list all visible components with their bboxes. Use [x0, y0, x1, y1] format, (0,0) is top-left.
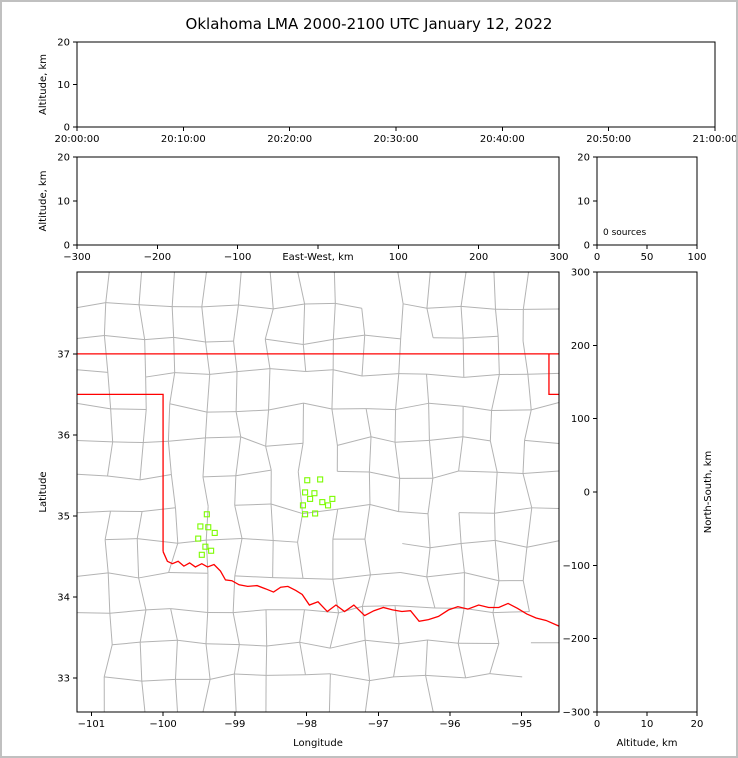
lma-source — [208, 547, 215, 554]
tick-label: 100 — [687, 252, 706, 263]
lma-source — [307, 495, 314, 502]
axis-label-y: North-South, km — [703, 451, 714, 534]
lma-source — [319, 499, 326, 506]
lma-source — [312, 510, 319, 517]
lma-source — [198, 551, 205, 558]
lma-source — [203, 511, 210, 518]
tick-label: 200 — [469, 252, 488, 263]
axis-label-x: Altitude, km — [617, 738, 678, 749]
tick-label: 36 — [57, 430, 70, 441]
tick-label: 34 — [57, 592, 70, 603]
tick-label: 20:50:00 — [586, 134, 631, 145]
tick-label: −96 — [439, 719, 460, 730]
lma-source — [302, 489, 309, 496]
tick-label: 10 — [57, 80, 70, 91]
tick-label: 300 — [571, 268, 590, 279]
tick-label: 20:20:00 — [267, 134, 312, 145]
tick-label: −99 — [224, 719, 245, 730]
tick-label: 20:10:00 — [161, 134, 206, 145]
axis-label-x: East-West, km — [282, 252, 353, 263]
lma-source — [317, 476, 324, 483]
axis-label-y: Altitude, km — [38, 54, 49, 115]
panel-ew-height: −300 −200 −100 100 200 300 0 10 20 East-West, km A… — [38, 153, 569, 264]
tick-label: 10 — [641, 719, 654, 730]
tick-label: 20:00:00 — [55, 134, 100, 145]
tick-label: −97 — [368, 719, 389, 730]
tick-label: 10 — [57, 197, 70, 208]
tick-label: −101 — [78, 719, 105, 730]
tick-label: 0 — [594, 252, 600, 263]
panel-border — [596, 271, 698, 713]
tick-label: 300 — [549, 252, 568, 263]
tick-label: 0 — [64, 241, 70, 252]
red-river-border — [162, 551, 559, 627]
lma-source — [324, 502, 332, 509]
lma-source — [211, 529, 218, 536]
lma-source — [205, 524, 212, 531]
tick-label: 20:40:00 — [480, 134, 525, 145]
panel-alt-hist: 0 50 100 0 10 20 0 sources — [577, 153, 706, 264]
tick-label: 10 — [577, 197, 590, 208]
lma-source — [304, 477, 311, 484]
tick-label: −98 — [296, 719, 317, 730]
tick-label: −200 — [563, 634, 590, 645]
tick-label: 35 — [57, 511, 70, 522]
tick-label: 0 — [584, 241, 590, 252]
tick-label: −100 — [149, 719, 176, 730]
panel-border — [76, 156, 560, 246]
county-boundaries — [77, 272, 559, 712]
tick-label: 0 — [594, 719, 600, 730]
axis-label-x: Longitude — [293, 738, 343, 749]
tick-label: 0 — [584, 488, 590, 499]
panel-plan-view: −101 −100 −99 −98 −97 −96 −95 33 34 35 36 37 Longitu… — [38, 271, 560, 749]
histogram-annotation: 0 sources — [603, 228, 646, 238]
lma-source — [202, 543, 209, 550]
panel-time-height: 20:00:00 20:10:00 20:20:00 20:30:00 20:40:00… — [38, 38, 736, 146]
tick-label: −300 — [63, 252, 90, 263]
tick-label: 100 — [571, 414, 590, 425]
map-layers — [77, 272, 559, 712]
oklahoma-state-border — [77, 353, 559, 627]
tick-label: 37 — [57, 349, 70, 360]
tick-label: −95 — [511, 719, 532, 730]
lma-source-markers — [195, 476, 336, 558]
axis-label-y: Latitude — [38, 471, 49, 512]
tick-label: 21:00:00 — [693, 134, 736, 145]
tick-label: 33 — [57, 673, 70, 684]
tick-label: 200 — [571, 341, 590, 352]
figure-title: Oklahoma LMA 2000-2100 UTC January 12, 2… — [185, 15, 553, 33]
panel-border — [76, 271, 560, 713]
tick-label: 50 — [641, 252, 654, 263]
tick-label: −100 — [563, 561, 590, 572]
lma-source — [302, 511, 309, 518]
tick-label: 20 — [57, 38, 70, 49]
tick-label: 0 — [64, 123, 70, 134]
tick-label: 100 — [389, 252, 408, 263]
tick-label: −100 — [224, 252, 251, 263]
lma-source — [195, 535, 202, 542]
panel-ns-height: 0 10 20 −300 −200 −100 0 100 200 300 Altitude, km N… — [563, 268, 714, 750]
tick-label: −300 — [563, 708, 590, 719]
panel-border — [76, 41, 716, 128]
tick-label: 20 — [57, 153, 70, 164]
lma-source — [311, 490, 318, 497]
lma-source — [299, 502, 306, 509]
tick-label: 20:30:00 — [374, 134, 419, 145]
tick-label: 20 — [577, 153, 590, 164]
state-border-segment — [77, 393, 164, 552]
state-border-segment — [548, 353, 559, 396]
axis-label-y: Altitude, km — [38, 171, 49, 232]
lma-source — [329, 495, 336, 502]
tick-label: −200 — [144, 252, 171, 263]
tick-label: 20 — [691, 719, 704, 730]
lma-source — [197, 523, 204, 530]
